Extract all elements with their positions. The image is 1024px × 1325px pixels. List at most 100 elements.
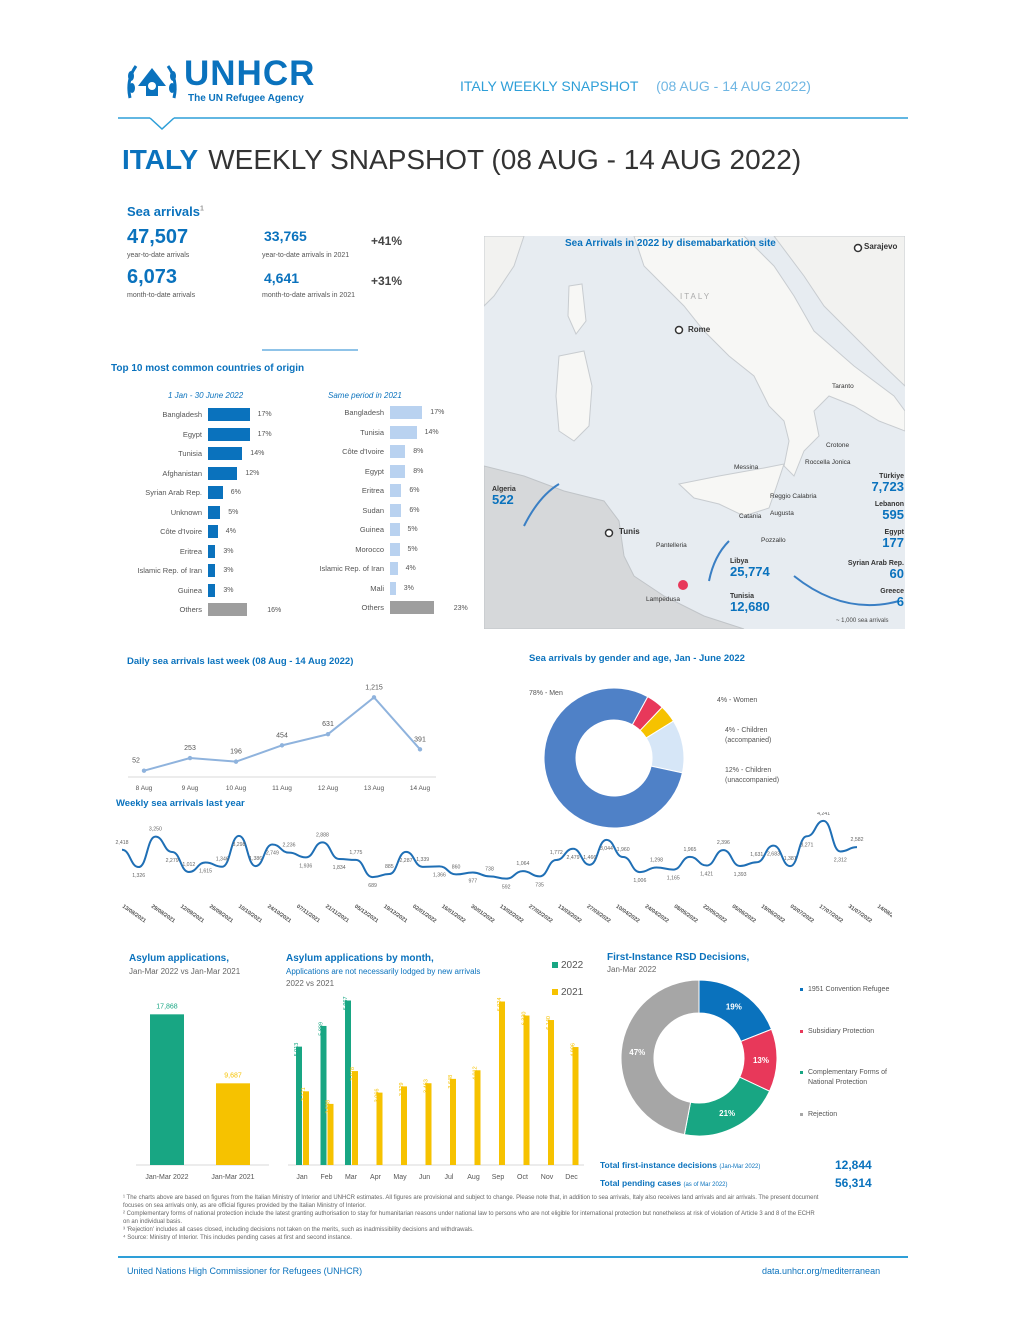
map-route-value: 177 [882, 535, 904, 550]
country-bar [390, 425, 417, 439]
asylum-subtitle: Jan-Mar 2022 vs Jan-Mar 2021 [129, 967, 241, 976]
monthly-bar-2022 [320, 1025, 327, 1165]
monthly-category-label: Jul [445, 1174, 454, 1181]
rsd-donut-chart: 19% 13% 21% 47% [620, 979, 778, 1137]
monthly-value-label: 3,978 [350, 1067, 356, 1081]
ytd-2021-label: year-to-date arrivals in 2021 [262, 252, 350, 259]
section-divider [262, 349, 358, 351]
weekly-x-label: 10/04/2022 [615, 904, 641, 925]
country-bar [208, 427, 250, 441]
monthly-value-label: 3,121 [301, 1087, 307, 1101]
ytd-2021-value: 33,765 [264, 228, 307, 244]
footer-right[interactable]: data.unhcr.org/mediterranean [762, 1266, 881, 1276]
monthly-bar-2021 [376, 1092, 383, 1165]
rsd-legend-item: Rejection [800, 1110, 894, 1120]
map-route-value: 6 [896, 594, 904, 609]
weekly-value-label: 2,312 [834, 857, 847, 863]
country-pct: 6% [409, 487, 420, 494]
footnote: ³ 'Rejection' includes all cases closed,… [123, 1227, 474, 1233]
rsd-total-decisions: Total first-instance decisions (Jan-Mar … [600, 1158, 872, 1172]
asylum-category-label: Jan-Mar 2021 [211, 1174, 254, 1181]
monthly-value-label: 5,889 [319, 1022, 325, 1036]
weekly-value-label: 2,479 [567, 855, 580, 861]
country-bar [390, 542, 400, 556]
country-label: Others [179, 605, 202, 614]
mtd-2021-value: 4,641 [264, 270, 300, 286]
rome-marker [674, 325, 684, 335]
country-bar [208, 583, 216, 597]
rsd-title: First-Instance RSD Decisions, [607, 952, 750, 963]
monthly-value-label: 2,588 [326, 1100, 332, 1114]
country-label: Others [361, 603, 384, 612]
weekly-value-label: 689 [368, 883, 377, 889]
country-label: Eritrea [361, 486, 384, 495]
map-city-lampedusa: Lampedusa [646, 596, 680, 603]
weekly-x-label: 17/07/2022 [818, 904, 844, 925]
country-pct: 8% [413, 448, 424, 455]
weekly-x-label: 16/01/2022 [440, 904, 466, 925]
footnote: ¹ The charts above are based on figures … [123, 1195, 819, 1209]
weekly-value-label: 2,683 [767, 852, 780, 858]
monthly-bar-2021 [572, 1047, 579, 1165]
country-pct: 3% [403, 584, 414, 592]
monthly-category-label: Jun [419, 1174, 430, 1181]
country-label: Egypt [182, 429, 202, 439]
country-pct: 17% [257, 430, 272, 438]
map-city-tunis: Tunis [619, 527, 640, 536]
monthly-category-label: Jan [296, 1174, 307, 1181]
route-algeria [523, 483, 560, 527]
daily-value-label: 391 [414, 736, 426, 743]
map-route-syrian-arab-rep-: Syrian Arab Rep. 60 [824, 560, 904, 581]
unhcr-emblem-icon [127, 65, 177, 99]
country-bar [390, 523, 400, 536]
weekly-value-label: 1,006 [633, 878, 646, 884]
map-city-reggio-calabria: Reggio Calabria [770, 493, 817, 500]
rsd-slice [683, 1076, 771, 1137]
country-pct: 6% [409, 506, 420, 514]
daily-point [371, 695, 377, 700]
monthly-bar-2021 [548, 1020, 554, 1165]
country-bar [390, 581, 396, 595]
weekly-value-label: 1,366 [433, 872, 446, 878]
map-route-egypt: Egypt 177 [852, 529, 904, 550]
country-label: Guinea [177, 585, 202, 595]
daily-point [187, 755, 193, 761]
ytd-label: year-to-date arrivals [127, 252, 190, 259]
unhcr-logo: UNHCR The UN Refugee Agency [122, 54, 332, 108]
country-bar [208, 525, 218, 538]
map-route-lebanon: Lebanon 595 [852, 501, 904, 522]
monthly-bar-2021 [327, 1103, 334, 1165]
org-name: UNHCR [184, 54, 316, 93]
map-route-value: 60 [889, 566, 904, 581]
asylum-bar-chart: 17,868 Jan-Mar 2022 9,687 Jan-Mar 2021 [136, 1003, 269, 1181]
monthly-bar-2021 [303, 1091, 309, 1165]
country-pct: 14% [250, 450, 265, 457]
sea-arrivals-title: Sea arrivals1 [127, 204, 204, 219]
rsd-legend-item: Subsidiary Protection [800, 1027, 894, 1037]
weekly-title: Weekly sea arrivals last year [116, 798, 245, 809]
daily-x-label: 8 Aug [136, 785, 153, 792]
daily-value-label: 196 [230, 749, 242, 756]
weekly-value-label: 2,396 [717, 840, 730, 846]
monthly-value-label: 3,463 [424, 1079, 430, 1093]
country-pct: 5% [228, 508, 239, 516]
top10-chart-2021: Bangladesh 17% Tunisia 14% Côte d'Ivoire 8% Eg… [290, 406, 490, 618]
monthly-category-label: Oct [517, 1174, 528, 1181]
country-pct: 6% [230, 489, 241, 496]
monthly-category-label: Dec [565, 1174, 578, 1181]
monthly-bar-2021 [450, 1078, 456, 1165]
asylum-title: Asylum applications, [129, 953, 230, 964]
rsd-legend-swatch [800, 988, 803, 991]
country-bar [390, 601, 434, 614]
rsd-slice-label: 47% [629, 1048, 645, 1057]
map-city-taranto: Taranto [832, 383, 854, 390]
ytd-value: 47,507 [127, 226, 189, 248]
weekly-x-label: 03/07/2022 [789, 904, 815, 925]
weekly-x-label: 27/03/2022 [585, 904, 611, 925]
map-italy-label: ITALY [680, 292, 712, 301]
gender-donut-chart [543, 687, 685, 829]
monthly-bar-2021 [425, 1083, 432, 1165]
rsd-legend-label: 1951 Convention Refugee [808, 986, 890, 993]
country-bar [390, 484, 402, 497]
weekly-x-label: 21/11/2021 [324, 904, 350, 925]
